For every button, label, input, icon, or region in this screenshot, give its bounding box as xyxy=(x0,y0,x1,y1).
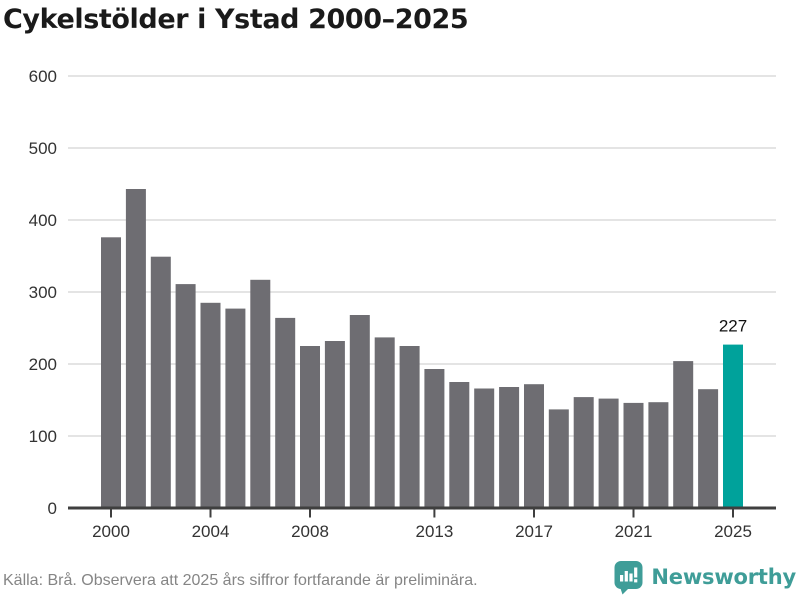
bar-2011 xyxy=(374,337,395,508)
bar-2007 xyxy=(275,317,296,508)
chart-title: Cykelstölder i Ystad 2000–2025 xyxy=(3,4,469,35)
bar-2005 xyxy=(225,308,246,508)
bar-2019 xyxy=(573,397,594,508)
x-axis-label-2008: 2008 xyxy=(291,522,329,541)
y-axis-label-100: 100 xyxy=(29,427,57,446)
bar-2022 xyxy=(648,402,669,508)
bar-value-label: 227 xyxy=(719,317,747,336)
bar-2012 xyxy=(399,346,420,508)
bar-2006 xyxy=(250,279,271,508)
bar-2008 xyxy=(300,346,320,508)
bar-2004 xyxy=(200,302,221,508)
y-axis-label-600: 600 xyxy=(29,67,57,86)
x-axis-label-2004: 2004 xyxy=(192,522,230,541)
bar-2024 xyxy=(698,389,719,508)
x-axis-label-2017: 2017 xyxy=(515,522,553,541)
bar-2000 xyxy=(101,237,121,509)
y-axis-label-500: 500 xyxy=(29,139,57,158)
bar-2013 xyxy=(424,369,445,508)
bar-2016 xyxy=(499,387,520,508)
bar-2020 xyxy=(598,398,619,508)
bar-2001 xyxy=(125,189,146,508)
newsworthy-chart-bubble-icon xyxy=(614,561,643,595)
brand-name: Newsworthy xyxy=(651,565,796,589)
bar-2009 xyxy=(324,341,345,508)
y-axis-label-400: 400 xyxy=(29,211,57,230)
y-axis-label-0: 0 xyxy=(48,499,57,518)
bar-chart: 0 100 200 300 400 500 600 2000 2004 2008 2013 2017 2… xyxy=(29,67,776,541)
brand-logo: Newsworthy xyxy=(613,559,796,595)
bar-2015 xyxy=(474,388,495,508)
source-note: Källa: Brå. Observera att 2025 års siffr… xyxy=(3,572,478,589)
bar-2002 xyxy=(150,256,171,508)
bar-2025 xyxy=(723,344,743,508)
x-axis-label-2025: 2025 xyxy=(714,522,752,541)
bar-2003 xyxy=(175,284,196,508)
y-axis-label-200: 200 xyxy=(29,355,57,374)
x-axis-label-2000: 2000 xyxy=(92,522,130,541)
x-axis-label-2021: 2021 xyxy=(615,522,653,541)
bar-2023 xyxy=(673,361,694,508)
bar-2021 xyxy=(623,402,644,508)
x-axis-line xyxy=(68,506,776,510)
bar-2010 xyxy=(349,315,370,508)
bar-2014 xyxy=(449,382,470,508)
bar-2017 xyxy=(524,384,544,508)
x-axis-label-2013: 2013 xyxy=(415,522,453,541)
y-axis-label-300: 300 xyxy=(29,283,57,302)
bar-2018 xyxy=(548,409,569,508)
